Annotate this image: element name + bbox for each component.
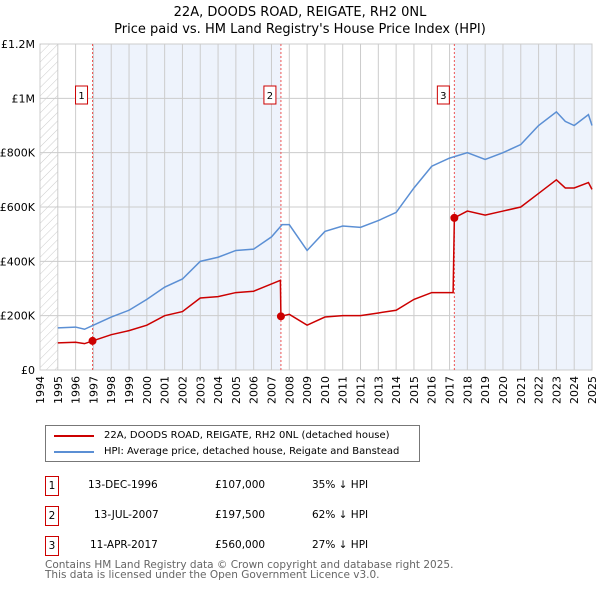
x-tick-label: 2022 xyxy=(533,376,546,404)
x-tick-label: 2019 xyxy=(479,376,492,404)
x-tick-label: 2002 xyxy=(176,376,189,404)
x-tick-label: 2023 xyxy=(550,376,563,404)
footer: Contains HM Land Registry data © Crown c… xyxy=(45,559,454,581)
chart-title: 22A, DOODS ROAD, REIGATE, RH2 0NL Price p… xyxy=(114,5,486,37)
x-tick-label: 1996 xyxy=(70,376,83,404)
x-tick-label: 2004 xyxy=(212,376,225,404)
x-tick-label: 2007 xyxy=(265,376,278,404)
x-tick-label: 2013 xyxy=(372,376,385,404)
x-tick-label: 2008 xyxy=(283,376,296,404)
legend: 22A, DOODS ROAD, REIGATE, RH2 0NL (detac… xyxy=(45,425,420,462)
sale-label-box xyxy=(436,85,450,105)
legend-swatch-price xyxy=(54,434,94,437)
y-tick-label: £200K xyxy=(0,310,36,323)
x-tick-label: 2005 xyxy=(230,376,243,404)
x-tick-label: 2012 xyxy=(355,376,368,404)
plot-border xyxy=(39,43,593,371)
legend-swatch-hpi xyxy=(54,450,94,453)
y-tick-label: £1.2M xyxy=(1,38,35,51)
x-tick-label: 2017 xyxy=(444,376,457,404)
x-tick-label: 1997 xyxy=(87,376,100,404)
x-tick-label: 1994 xyxy=(34,376,47,404)
sale-row: 1 13-DEC-1996 £107,000 35% ↓ HPI xyxy=(45,476,445,496)
x-tick-label: 2009 xyxy=(301,376,314,404)
y-tick-label: £0 xyxy=(21,364,35,377)
sale-label: 2 xyxy=(267,91,273,102)
legend-item-price: 22A, DOODS ROAD, REIGATE, RH2 0NL (detac… xyxy=(54,430,390,441)
sale-row: 2 13-JUL-2007 £197,500 62% ↓ HPI xyxy=(45,506,445,526)
sale-row: 3 11-APR-2017 £560,000 27% ↓ HPI xyxy=(45,536,445,556)
x-tick-label: 2025 xyxy=(586,376,599,404)
sale-label: 3 xyxy=(440,91,446,102)
x-tick-label: 1995 xyxy=(52,376,65,404)
y-tick-label: £600K xyxy=(0,201,36,214)
x-tick-label: 1998 xyxy=(105,376,118,404)
x-tick-label: 2020 xyxy=(497,376,510,404)
y-tick-label: £400K xyxy=(0,255,36,268)
x-tick-label: 2011 xyxy=(337,376,350,404)
x-tick-label: 1999 xyxy=(123,376,136,404)
x-tick-label: 2006 xyxy=(248,376,261,404)
x-tick-label: 2003 xyxy=(194,376,207,404)
price-chart: 1994 1995 1996 1997 1998 1999 2000 2001 2002 2003… xyxy=(0,38,599,404)
x-tick-label: 2018 xyxy=(461,376,474,404)
y-tick-label: £800K xyxy=(0,147,36,160)
x-tick-label: 2014 xyxy=(390,376,403,404)
hpi-line xyxy=(57,110,593,331)
sale-point xyxy=(450,213,459,222)
sale-point xyxy=(88,336,97,345)
x-tick-label: 2010 xyxy=(319,376,332,404)
x-tick-label: 2024 xyxy=(568,376,581,404)
legend-item-hpi: HPI: Average price, detached house, Reig… xyxy=(54,446,399,457)
x-tick-label: 2015 xyxy=(408,376,421,404)
sale-label-box xyxy=(263,85,277,105)
price-line xyxy=(57,178,593,345)
sale-label-box xyxy=(75,85,89,105)
x-tick-label: 2021 xyxy=(515,376,528,404)
sale-label: 1 xyxy=(78,91,84,102)
x-tick-label: 2001 xyxy=(159,376,172,404)
sale-point xyxy=(276,312,285,321)
x-tick-label: 2000 xyxy=(141,376,154,404)
x-tick-label: 2016 xyxy=(426,376,439,404)
y-tick-label: £1M xyxy=(12,92,36,105)
